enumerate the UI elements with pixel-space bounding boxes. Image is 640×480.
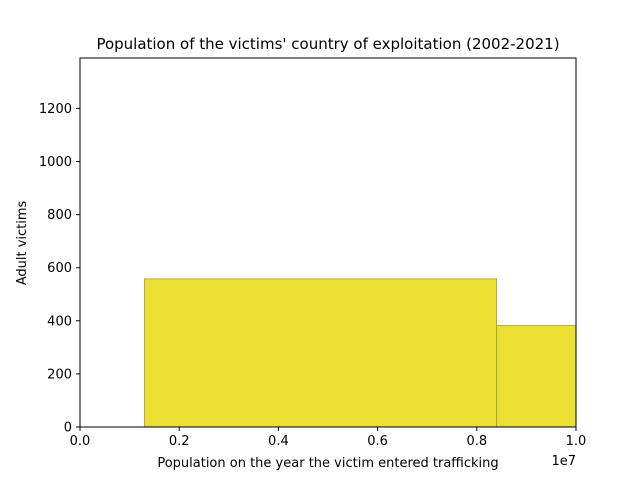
x-tick-label-2: 0.4	[268, 434, 289, 449]
histogram-bar-2	[496, 325, 577, 428]
y-tick-label-4: 800	[47, 208, 72, 223]
y-tick-label-6: 1200	[39, 102, 72, 117]
x-tick-label-4: 0.8	[466, 434, 487, 449]
chart-title: Population of the victims' country of ex…	[96, 35, 559, 53]
x-tick-label-1: 0.2	[169, 434, 190, 449]
x-tick-label-0: 0.0	[70, 434, 91, 449]
y-tick-label-5: 1000	[39, 155, 72, 170]
y-axis-ticks: 0 200 400 600 800 1000 1200	[39, 102, 80, 436]
x-tick-label-5: 1.0	[566, 434, 587, 449]
y-tick-label-2: 400	[47, 314, 72, 329]
x-tick-label-3: 0.6	[367, 434, 388, 449]
y-tick-label-0: 0	[64, 421, 72, 436]
plot-frame	[79, 57, 577, 428]
y-tick-label-3: 600	[47, 261, 72, 276]
bars-group	[144, 278, 577, 428]
histogram-bar-1	[144, 278, 498, 428]
y-axis-label: Adult victims	[15, 200, 30, 285]
x-axis-label: Population on the year the victim entere…	[157, 456, 498, 471]
y-tick-label-1: 200	[47, 367, 72, 382]
x-offset-label: 1e7	[551, 454, 576, 469]
x-axis-ticks: 0.0 0.2 0.4 0.6 0.8 1.0	[70, 427, 587, 449]
